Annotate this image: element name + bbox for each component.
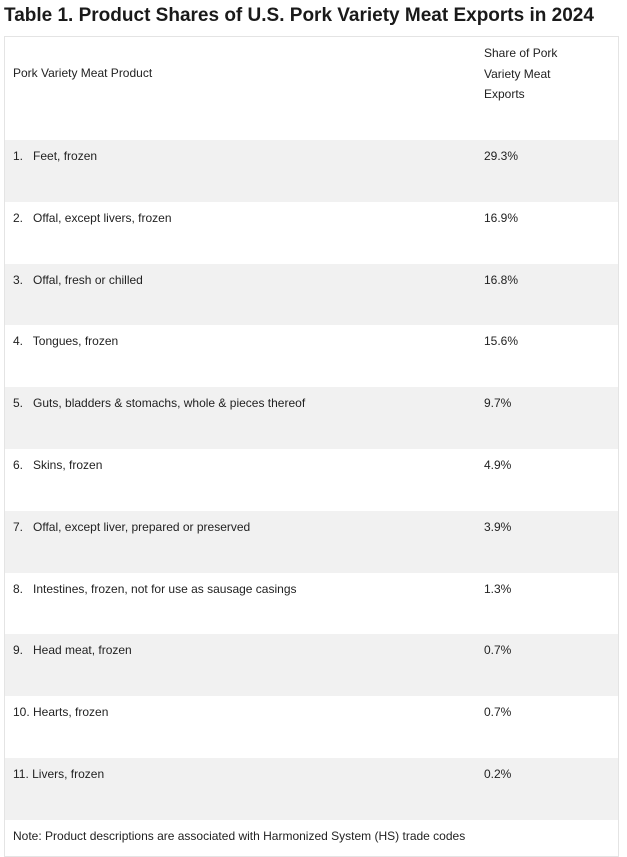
table-row: 3. Offal, fresh or chilled 16.8% (5, 263, 618, 326)
header-product: Pork Variety Meat Product (13, 66, 153, 80)
cell-product: 9. Head meat, frozen (13, 643, 132, 658)
cell-product: 8. Intestines, frozen, not for use as sa… (13, 581, 297, 596)
table-row: 8. Intestines, frozen, not for use as sa… (5, 572, 618, 635)
cell-product: 11. Livers, frozen (13, 766, 105, 781)
header-share-line: Variety Meat (484, 66, 551, 81)
cell-share: 0.2% (484, 766, 512, 781)
table-title: Table 1. Product Shares of U.S. Pork Var… (4, 5, 594, 26)
cell-share: 29.3% (484, 149, 519, 163)
table-note: Note: Product descriptions are associate… (13, 828, 466, 843)
cell-product: 10. Hearts, frozen (13, 705, 109, 720)
cell-product: 4. Tongues, frozen (13, 334, 119, 349)
cell-share: 15.6% (484, 334, 519, 349)
table-row: 6. Skins, frozen 4.9% (5, 448, 618, 511)
cell-product: 1. Feet, frozen (13, 149, 98, 163)
cell-product: 5. Guts, bladders & stomachs, whole & pi… (13, 396, 306, 411)
header-share-line: Share of Pork (484, 46, 558, 60)
cell-product: 6. Skins, frozen (13, 457, 103, 472)
table-row: 5. Guts, bladders & stomachs, whole & pi… (5, 387, 618, 449)
cell-share: 16.8% (484, 272, 519, 287)
product-shares-table: Pork Variety Meat Product Share of Pork … (4, 36, 619, 857)
table-note-row: Note: Product descriptions are associate… (5, 819, 618, 856)
table-row: 1. Feet, frozen 29.3% (5, 140, 618, 202)
cell-share: 0.7% (484, 643, 512, 658)
cell-product: 7. Offal, except liver, prepared or pres… (13, 519, 251, 534)
header-share-line: Exports (484, 87, 525, 101)
cell-share: 0.7% (484, 705, 512, 720)
table-row: 11. Livers, frozen 0.2% (5, 757, 618, 820)
table-row: 9. Head meat, frozen 0.7% (5, 634, 618, 697)
cell-product: 2. Offal, except livers, frozen (13, 210, 172, 225)
cell-share: 9.7% (484, 396, 512, 411)
cell-share: 1.3% (484, 581, 512, 596)
table-header-row: Pork Variety Meat Product Share of Pork … (5, 37, 618, 140)
table-row: 7. Offal, except liver, prepared or pres… (5, 510, 618, 573)
cell-share: 16.9% (484, 210, 519, 225)
table-row: 10. Hearts, frozen 0.7% (5, 696, 618, 758)
header-share: Share of Pork Variety Meat Exports (484, 43, 594, 105)
cell-product: 3. Offal, fresh or chilled (13, 272, 143, 287)
table-row: 4. Tongues, frozen 15.6% (5, 325, 618, 388)
table-row: 2. Offal, except livers, frozen 16.9% (5, 201, 618, 264)
cell-share: 4.9% (484, 457, 512, 472)
cell-share: 3.9% (484, 519, 512, 534)
